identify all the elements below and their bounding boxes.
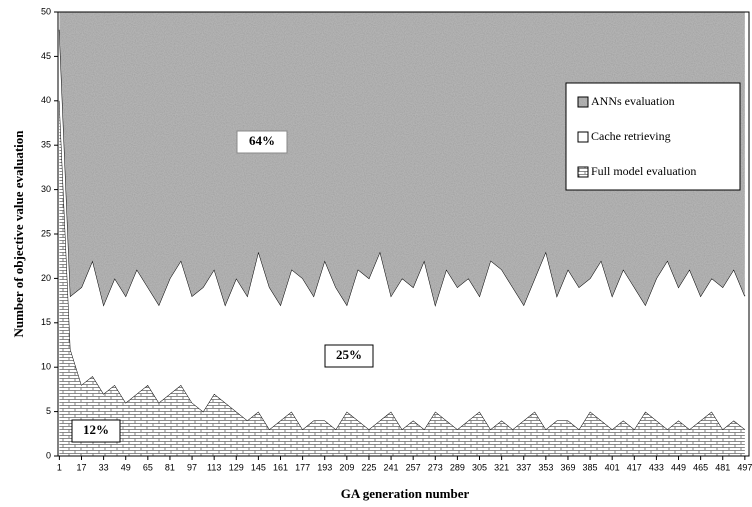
annotation: 64% (249, 133, 275, 148)
y-tick-label: 10 (41, 362, 51, 372)
x-tick-label: 97 (187, 462, 197, 472)
y-tick-label: 5 (46, 406, 51, 416)
legend-label: Full model evaluation (591, 164, 696, 178)
y-tick-label: 15 (41, 317, 51, 327)
x-tick-label: 33 (99, 462, 109, 472)
x-tick-label: 401 (605, 462, 620, 472)
x-tick-label: 385 (583, 462, 598, 472)
x-tick-label: 369 (560, 462, 575, 472)
x-tick-label: 257 (406, 462, 421, 472)
annotation: 25% (336, 347, 362, 362)
annotation-box (236, 130, 288, 154)
area (59, 29, 745, 430)
x-tick-label: 353 (538, 462, 553, 472)
x-tick-label: 129 (229, 462, 244, 472)
x-tick-label: 161 (273, 462, 288, 472)
x-tick-label: 433 (649, 462, 664, 472)
x-tick-label: 225 (361, 462, 376, 472)
x-tick-label: 449 (671, 462, 686, 472)
y-axis-title: Number of objective value evaluation (11, 130, 26, 338)
y-tick-label: 25 (41, 228, 51, 238)
legend-label: ANNs evaluation (591, 94, 675, 108)
y-tick-label: 30 (41, 184, 51, 194)
x-tick-label: 209 (339, 462, 354, 472)
annotation-box (324, 344, 374, 368)
annotation-box (71, 419, 121, 443)
x-tick-label: 305 (472, 462, 487, 472)
x-tick-label: 49 (121, 462, 131, 472)
x-tick-label: 241 (384, 462, 399, 472)
legend-swatch (577, 131, 589, 143)
x-tick-label: 497 (737, 462, 752, 472)
x-tick-label: 273 (428, 462, 443, 472)
legend-swatch (577, 166, 589, 178)
x-axis-title: GA generation number (341, 486, 470, 501)
x-tick-label: 113 (207, 462, 221, 472)
y-tick-label: 50 (41, 6, 51, 16)
y-tick-label: 35 (41, 140, 51, 150)
x-tick-label: 337 (516, 462, 531, 472)
annotation: 12% (83, 422, 109, 437)
x-tick-label: 321 (494, 462, 509, 472)
x-tick-label: 465 (693, 462, 708, 472)
legend-swatch (577, 96, 589, 108)
y-tick-label: 40 (41, 95, 51, 105)
x-tick-label: 145 (251, 462, 266, 472)
area (59, 100, 745, 457)
legend-label: Cache retrieving (591, 129, 671, 143)
x-tick-label: 177 (295, 462, 310, 472)
x-tick-label: 17 (76, 462, 86, 472)
x-tick-label: 417 (627, 462, 642, 472)
y-tick-label: 45 (41, 51, 51, 61)
x-tick-label: 193 (317, 462, 332, 472)
y-tick-label: 20 (41, 273, 51, 283)
x-tick-label: 481 (715, 462, 730, 472)
x-tick-label: 289 (450, 462, 465, 472)
x-tick-label: 81 (165, 462, 175, 472)
x-tick-label: 65 (143, 462, 153, 472)
y-tick-label: 0 (46, 450, 51, 460)
x-tick-label: 1 (57, 462, 62, 472)
legend (565, 82, 741, 191)
